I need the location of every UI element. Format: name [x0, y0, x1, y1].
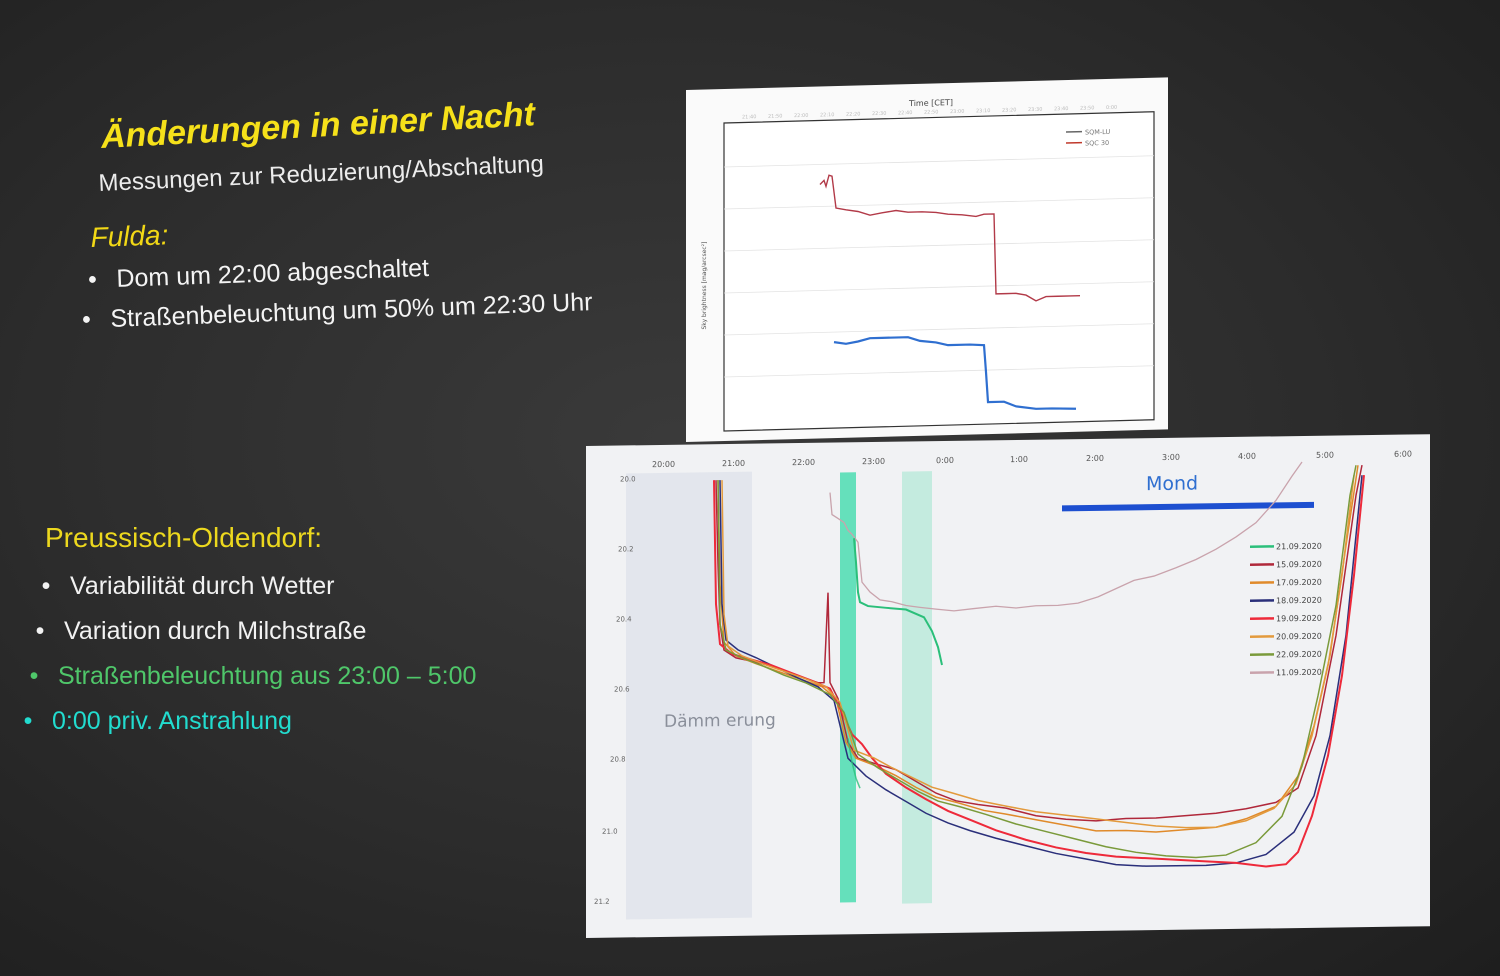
- po-streetlight-off-band: [840, 472, 856, 903]
- svg-text:0:00: 0:00: [1106, 105, 1117, 111]
- po-legend-item-6: 20.09.2020: [1276, 632, 1322, 642]
- fulda-bullet-2: • Straßenbeleuchtung um 50% um 22:30 Uhr: [81, 288, 593, 334]
- po-xtick: 21:00: [722, 459, 745, 468]
- po-annotation-mond: Mond: [1146, 472, 1198, 495]
- svg-text:23:20: 23:20: [1002, 107, 1016, 113]
- fulda-legend-sqc: SQC 30: [1085, 139, 1109, 148]
- po-twilight-band: [626, 471, 752, 920]
- svg-text:22:20: 22:20: [846, 111, 860, 117]
- preussisch-bullet-3: • Straßenbeleuchtung aus 23:00 – 5:00: [29, 662, 477, 690]
- fulda-heading: Fulda:: [90, 219, 169, 253]
- po-legend-item-2: 15.09.2020: [1276, 560, 1322, 570]
- svg-text:23:10: 23:10: [976, 108, 990, 114]
- svg-text:Sky brightness [mag/arcsec²]: Sky brightness [mag/arcsec²]: [701, 241, 708, 329]
- preussisch-heading: Preussisch-Oldendorf:: [45, 522, 323, 553]
- fulda-series-sqmlu: [833, 336, 1077, 410]
- po-series-21-09: [853, 538, 943, 666]
- po-ytick: 21.0: [602, 828, 618, 836]
- svg-text:22:30: 22:30: [872, 111, 886, 117]
- po-xtick: 6:00: [1394, 449, 1412, 458]
- po-moon-bar: [1062, 501, 1314, 512]
- svg-text:23:30: 23:30: [1028, 107, 1042, 113]
- svg-text:22:40: 22:40: [898, 110, 912, 116]
- po-legend-item-1: 21.09.2020: [1276, 542, 1322, 552]
- po-xtick: 5:00: [1316, 451, 1334, 460]
- po-xtick: 1:00: [1010, 455, 1028, 464]
- po-legend-item-8: 11.09.2020: [1276, 668, 1322, 678]
- po-xtick: 4:00: [1238, 452, 1256, 461]
- fulda-series-sqc30: [819, 174, 1080, 302]
- po-private-lighting-band: [902, 471, 932, 904]
- po-legend-item-7: 22.09.2020: [1276, 650, 1322, 660]
- svg-text:21:50: 21:50: [768, 113, 782, 119]
- po-xtick: 23:00: [862, 457, 885, 466]
- po-ytick: 20.6: [614, 685, 630, 693]
- preussisch-bullet-4: • 0:00 priv. Anstrahlung: [23, 707, 292, 735]
- po-xtick: 20:00: [652, 460, 675, 469]
- po-series-22-09: [717, 465, 1357, 859]
- po-ytick: 21.2: [594, 898, 610, 906]
- svg-text:21:40: 21:40: [742, 114, 756, 120]
- svg-text:22:50: 22:50: [924, 109, 938, 115]
- po-series-19-09: [713, 475, 1365, 868]
- po-ytick: 20.0: [620, 475, 636, 483]
- preussisch-bullet-2: • Variation durch Milchstraße: [35, 617, 367, 645]
- po-chart: 20:00 21:00 22:00 23:00 0:00 1:00 2:00 3…: [586, 434, 1430, 938]
- po-plot-area: [626, 462, 1416, 920]
- preussisch-bullet-1: • Variabilität durch Wetter: [41, 572, 335, 600]
- po-xtick: 3:00: [1162, 453, 1180, 462]
- svg-text:23:40: 23:40: [1054, 106, 1068, 112]
- svg-text:23:00: 23:00: [950, 109, 964, 115]
- svg-text:23:50: 23:50: [1080, 105, 1094, 111]
- po-legend: 21.09.2020 15.09.2020 17.09.2020 18.09.2…: [1250, 542, 1322, 678]
- po-ytick: 20.2: [618, 545, 634, 553]
- po-legend-item-3: 17.09.2020: [1276, 578, 1322, 588]
- po-legend-item-5: 19.09.2020: [1276, 614, 1322, 624]
- slide-subtitle: Messungen zur Reduzierung/Abschaltung: [98, 150, 545, 197]
- po-series-17-09: [717, 465, 1359, 833]
- fulda-chart: Time [CET] 21:40 21:50 22:00 22:10 22:20 22:…: [686, 77, 1168, 442]
- po-ytick: 20.8: [610, 755, 626, 763]
- po-xtick: 22:00: [792, 458, 815, 467]
- po-xtick: 0:00: [936, 456, 954, 465]
- svg-text:22:00: 22:00: [794, 113, 808, 119]
- fulda-bullet-1: • Dom um 22:00 abgeschaltet: [87, 253, 430, 294]
- fulda-plot-area: [723, 111, 1155, 432]
- po-legend-item-4: 18.09.2020: [1276, 596, 1322, 606]
- slide-title: Änderungen in einer Nacht: [100, 95, 536, 156]
- po-series-11-09: [829, 461, 1303, 612]
- po-series-20-09: [721, 475, 1355, 829]
- svg-text:22:10: 22:10: [820, 112, 834, 118]
- po-ytick: 20.4: [616, 615, 632, 623]
- po-annotation-twilight: Dämm erung: [664, 710, 776, 732]
- fulda-x-label: Time [CET]: [908, 98, 953, 108]
- po-xtick: 2:00: [1086, 454, 1104, 463]
- po-series-21-09-tail: [847, 738, 861, 789]
- fulda-legend-sqm: SQM-LU: [1085, 128, 1110, 137]
